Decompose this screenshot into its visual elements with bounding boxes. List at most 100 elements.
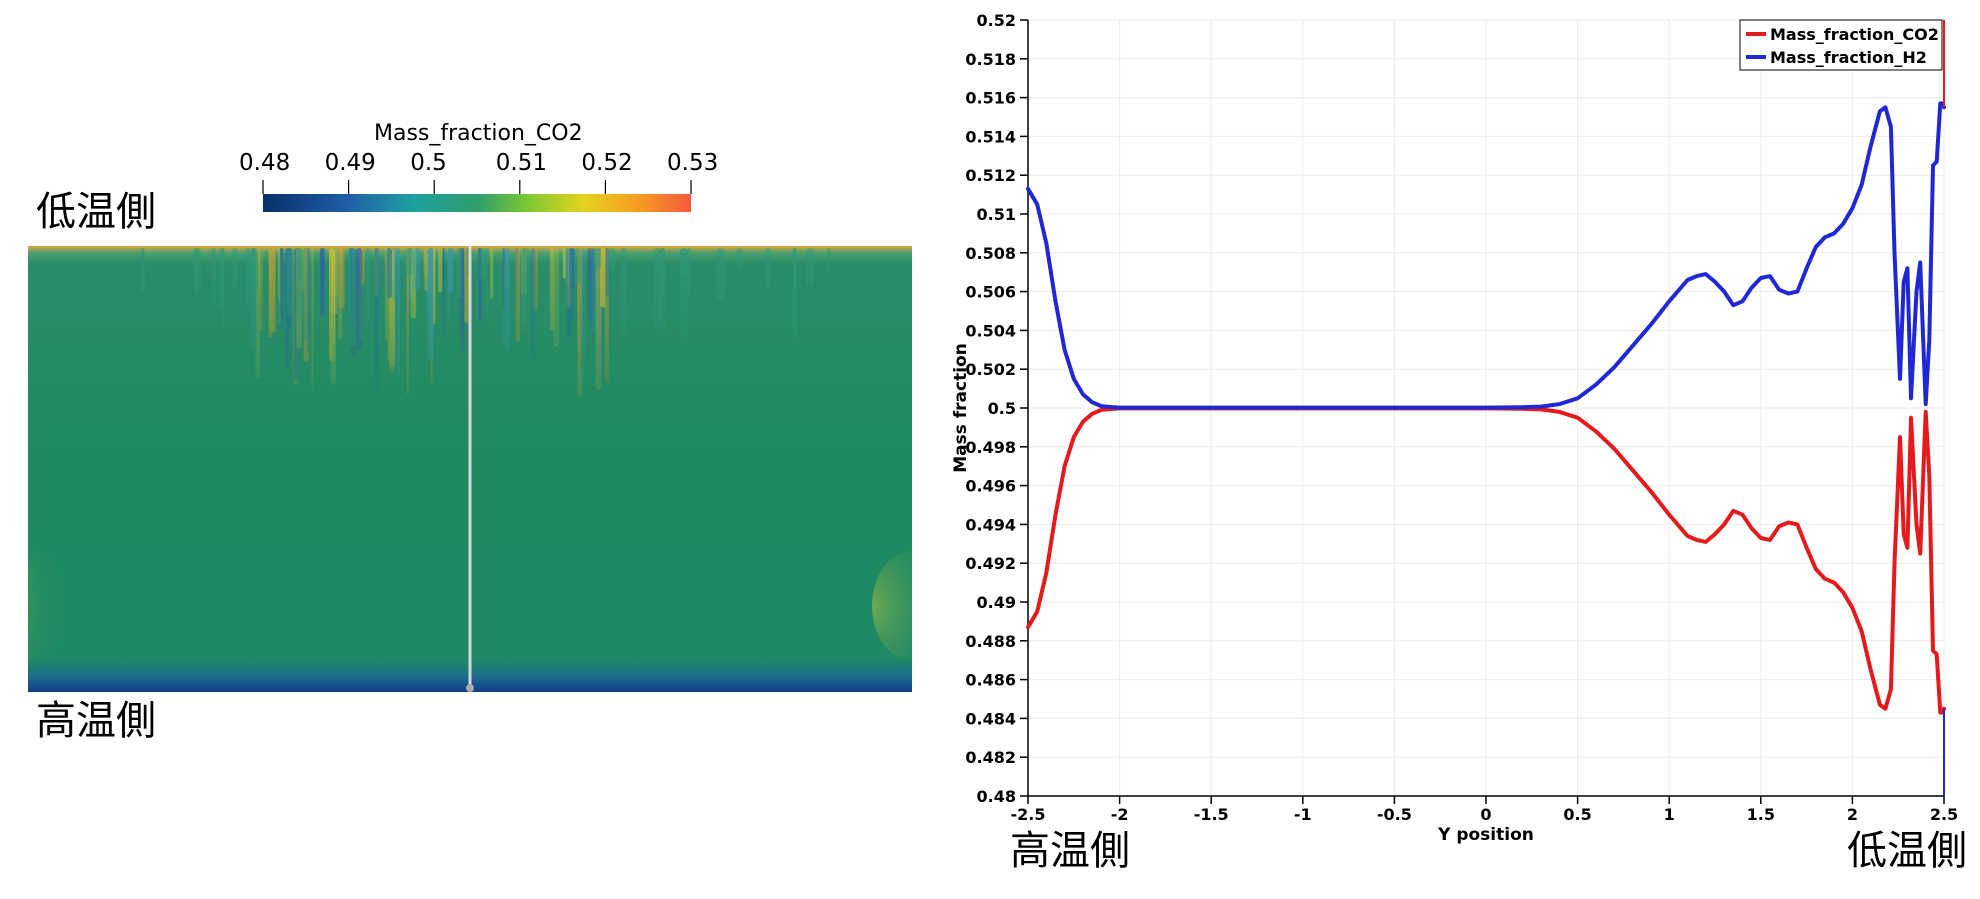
concentration-streak [433, 248, 436, 325]
colorbar-title: Mass_fraction_CO2 [374, 121, 583, 146]
concentration-streak [521, 248, 526, 333]
concentration-streak [489, 248, 494, 299]
concentration-streak [365, 248, 370, 323]
concentration-streak [604, 248, 609, 383]
y-tick-label: 0.494 [965, 515, 1016, 534]
y-tick-label: 0.49 [977, 593, 1016, 612]
concentration-streak [562, 248, 566, 279]
concentration-streak [258, 248, 263, 332]
concentration-streak [406, 248, 409, 395]
y-tick-label: 0.486 [965, 671, 1016, 690]
y-tick-label: 0.488 [965, 632, 1016, 651]
concentration-streak [604, 248, 610, 297]
y-tick-label: 0.48 [977, 787, 1016, 806]
concentration-streak [245, 248, 250, 308]
x-tick-label: 0 [1480, 805, 1491, 824]
plot-right-side-label: 低温側 [1847, 828, 1967, 874]
plot-left-side-label: 高温側 [1010, 828, 1130, 874]
y-tick-label: 0.516 [965, 89, 1016, 108]
concentration-streak [532, 248, 539, 312]
y-tick-label: 0.512 [965, 166, 1016, 185]
concentration-streak [515, 248, 521, 342]
contour-field [28, 246, 912, 692]
concentration-streak [485, 248, 489, 317]
concentration-streak [355, 248, 363, 350]
concentration-streak [442, 248, 445, 334]
concentration-streak [396, 248, 401, 377]
concentration-streak [320, 248, 325, 316]
concentration-streak [456, 248, 463, 299]
concentration-streak [268, 248, 272, 338]
concentration-streak [580, 248, 586, 382]
concentration-streak [425, 248, 429, 312]
y-tick-label: 0.5 [988, 399, 1016, 418]
concentration-streak [328, 248, 335, 362]
y-tick-label: 0.506 [965, 283, 1016, 302]
x-tick-label: -2.5 [1011, 805, 1046, 824]
y-tick-label: 0.508 [965, 244, 1016, 263]
left-side-glow [28, 551, 68, 661]
concentration-streak [423, 248, 428, 279]
colorbar-tick-label: 0.49 [324, 150, 376, 176]
concentration-streak [549, 248, 555, 331]
concentration-streak [194, 248, 201, 295]
y-tick-label: 0.496 [965, 477, 1016, 496]
concentration-streak [251, 248, 256, 281]
concentration-streak [302, 248, 308, 342]
concentration-streak [286, 248, 294, 317]
y-tick-label: 0.518 [965, 50, 1016, 69]
concentration-streak [503, 248, 511, 352]
colorbar-gradient [263, 194, 691, 212]
legend-label: Mass_fraction_CO2 [1770, 25, 1939, 44]
concentration-streak [384, 248, 388, 341]
x-tick-label: -1 [1294, 805, 1312, 824]
y-tick-label: 0.514 [965, 127, 1016, 146]
y-tick-label: 0.492 [965, 554, 1016, 573]
y-tick-label: 0.482 [965, 748, 1016, 767]
concentration-streak [279, 248, 284, 330]
concentration-streak [573, 248, 581, 284]
y-tick-label: 0.498 [965, 438, 1016, 457]
concentration-streak [374, 248, 379, 396]
concentration-streak [588, 248, 595, 328]
legend-label: Mass_fraction_H2 [1770, 48, 1927, 67]
concentration-streak [736, 248, 744, 269]
x-axis-title: Y position [1437, 825, 1534, 845]
colorbar-tick-label: 0.48 [239, 150, 291, 176]
x-tick-label: -1.5 [1194, 805, 1229, 824]
top-side-label: 低温側 [36, 189, 156, 235]
y-tick-label: 0.51 [977, 205, 1016, 224]
y-tick-label: 0.502 [965, 360, 1016, 379]
concentration-streak [653, 248, 662, 328]
concentration-streak [553, 248, 560, 347]
concentration-streak [660, 248, 665, 296]
concentration-streak [140, 248, 145, 292]
concentration-streak [716, 248, 725, 301]
concentration-streak [577, 248, 583, 397]
concentration-streak [386, 248, 393, 299]
concentration-streak [591, 248, 596, 331]
concentration-streak [297, 248, 302, 280]
right-side-glow [872, 551, 912, 661]
concentration-streak [827, 248, 831, 270]
colorbar [262, 180, 692, 212]
concentration-streak [405, 248, 414, 276]
concentration-streak [218, 248, 224, 309]
bottom-side-label: 高温側 [36, 698, 156, 744]
concentration-streak [307, 248, 310, 353]
x-tick-label: -0.5 [1377, 805, 1412, 824]
concentration-streak [211, 248, 216, 306]
series-line-mass-fraction-h2 [1026, 101, 1946, 410]
x-tick-label: 1.5 [1747, 805, 1775, 824]
concentration-streak [568, 248, 575, 321]
concentration-streak [413, 248, 421, 291]
x-tick-label: 0.5 [1563, 805, 1591, 824]
concentration-streak [232, 248, 238, 289]
concentration-streak [448, 248, 454, 293]
x-tick-label: 2 [1847, 805, 1858, 824]
colorbar-tick-label: 0.52 [581, 150, 633, 176]
x-tick-label: -2 [1111, 805, 1129, 824]
concentration-streak [587, 248, 590, 321]
colorbar-tick-label: 0.51 [495, 150, 548, 176]
